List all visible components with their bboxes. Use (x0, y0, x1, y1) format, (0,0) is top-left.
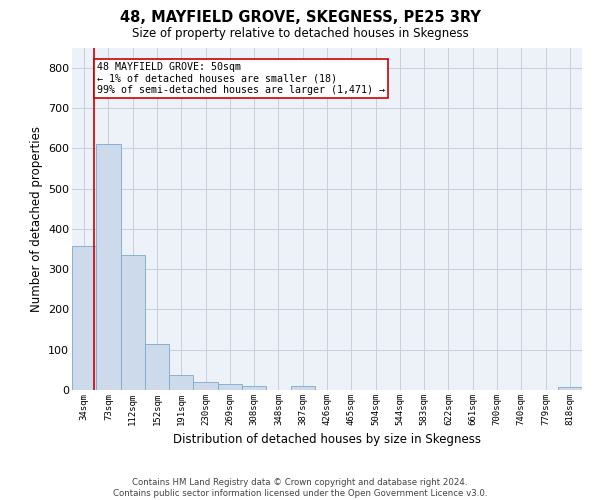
Bar (193, 382, 218, 390)
Y-axis label: Number of detached properties: Number of detached properties (29, 126, 43, 312)
Text: Size of property relative to detached houses in Skegness: Size of property relative to detached ho… (131, 28, 469, 40)
Bar (290, 386, 315, 390)
Text: 48, MAYFIELD GROVE, SKEGNESS, PE25 3RY: 48, MAYFIELD GROVE, SKEGNESS, PE25 3RY (119, 10, 481, 25)
Bar (72, 246, 96, 390)
Bar (96, 144, 121, 390)
Bar (145, 344, 169, 390)
X-axis label: Distribution of detached houses by size in Skegness: Distribution of detached houses by size … (173, 434, 481, 446)
Bar (121, 254, 145, 390)
Bar (558, 387, 582, 390)
Text: Contains HM Land Registry data © Crown copyright and database right 2024.
Contai: Contains HM Land Registry data © Crown c… (113, 478, 487, 498)
Bar (242, 386, 266, 390)
Bar (218, 384, 242, 390)
Bar (169, 376, 193, 390)
Text: 48 MAYFIELD GROVE: 50sqm
← 1% of detached houses are smaller (18)
99% of semi-de: 48 MAYFIELD GROVE: 50sqm ← 1% of detache… (97, 62, 385, 95)
